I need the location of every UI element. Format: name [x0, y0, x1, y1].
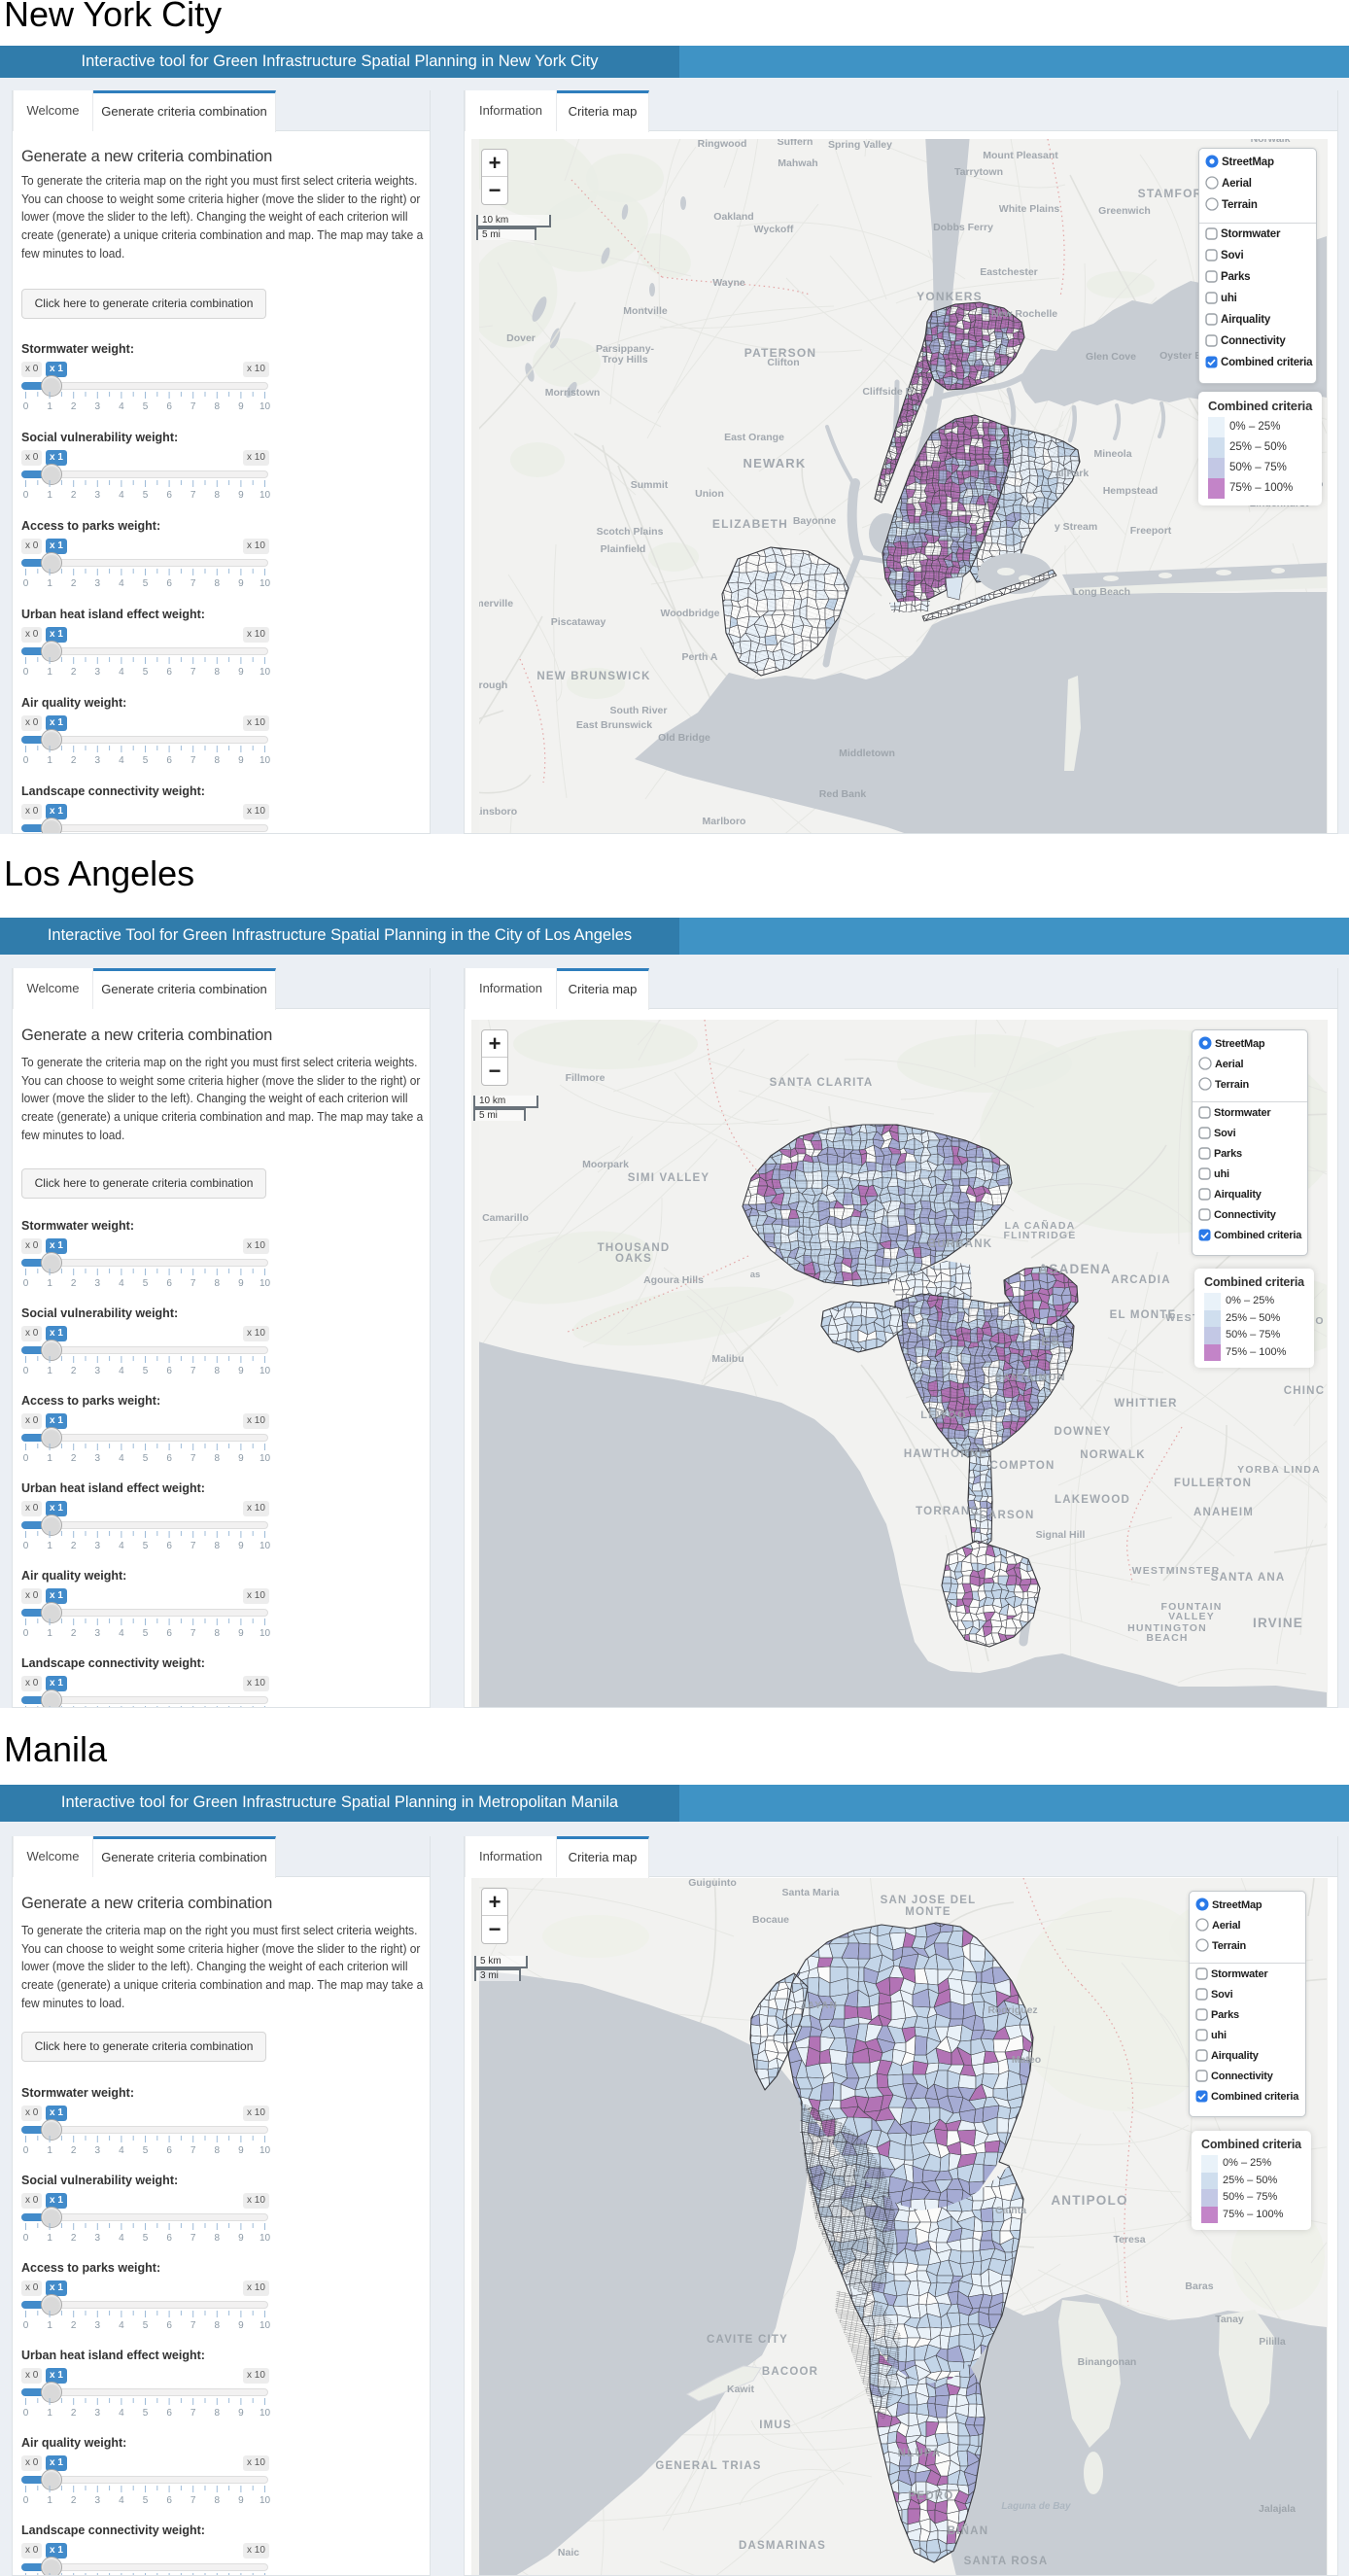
svg-text:PATERSON: PATERSON [744, 346, 817, 360]
svg-text:NORWALK: NORWALK [1080, 1449, 1146, 1461]
svg-text:SANTA ANA: SANTA ANA [1211, 1572, 1286, 1584]
svg-text:LAKEWOOD: LAKEWOOD [1055, 1494, 1130, 1506]
svg-text:East Orange: East Orange [724, 432, 784, 443]
svg-text:Woodbridge: Woodbridge [660, 608, 719, 619]
svg-text:Glen Cove: Glen Cove [1086, 351, 1136, 363]
svg-text:Hempstead: Hempstead [1103, 485, 1159, 497]
svg-text:Tarrytown: Tarrytown [954, 166, 1003, 178]
svg-text:Oyster B: Oyster B [1159, 350, 1202, 362]
svg-text:TORRANC: TORRANC [916, 1506, 980, 1517]
svg-text:Signal Hill: Signal Hill [1036, 1529, 1086, 1541]
svg-text:Parsippany-: Parsippany- [596, 343, 655, 355]
svg-text:Wayne: Wayne [712, 277, 745, 289]
svg-text:CARSON: CARSON [979, 1510, 1034, 1521]
svg-text:FULLERTON: FULLERTON [1174, 1478, 1252, 1489]
svg-text:Greenwich: Greenwich [1098, 205, 1151, 217]
svg-text:Clifton: Clifton [767, 357, 799, 368]
svg-text:BURBANK: BURBANK [928, 1238, 993, 1250]
svg-text:Freeport: Freeport [1130, 525, 1172, 537]
svg-text:Morristown: Morristown [545, 387, 601, 399]
svg-text:Norwalk: Norwalk [1251, 139, 1291, 145]
svg-text:WHITTIER: WHITTIER [1114, 1398, 1177, 1410]
svg-text:Old Bridge: Old Bridge [658, 732, 710, 744]
svg-text:Suffern: Suffern [778, 139, 813, 148]
svg-text:Camarillo: Camarillo [482, 1212, 529, 1224]
svg-text:Red Bank: Red Bank [819, 788, 867, 800]
svg-text:Piscataway: Piscataway [551, 616, 606, 628]
svg-text:Malibu: Malibu [711, 1353, 744, 1365]
svg-text:LA CAÑADA: LA CAÑADA [1005, 1219, 1076, 1232]
svg-text:ASADENA: ASADENA [1038, 1262, 1111, 1276]
svg-text:Montville: Montville [623, 305, 668, 317]
svg-text:Moorpark: Moorpark [582, 1159, 629, 1170]
svg-text:WESTMINSTER: WESTMINSTER [1132, 1565, 1221, 1577]
svg-text:Ringwood: Ringwood [698, 139, 747, 150]
svg-text:FOUNTAIN: FOUNTAIN [1160, 1601, 1222, 1613]
svg-text:STAMFORD: STAMFORD [1138, 187, 1213, 200]
svg-text:Marlboro: Marlboro [703, 816, 746, 827]
svg-text:Agoura Hills: Agoura Hills [643, 1274, 704, 1286]
svg-text:VALLEY: VALLEY [1168, 1611, 1215, 1622]
svg-text:YONKERS: YONKERS [917, 290, 983, 303]
svg-text:YORBA LINDA: YORBA LINDA [1237, 1464, 1321, 1476]
svg-text:Long Beach: Long Beach [1072, 586, 1130, 598]
svg-text:Plainfield: Plainfield [601, 543, 646, 555]
svg-text:LEWOO: LEWOO [920, 1410, 967, 1421]
svg-text:ANAHEIM: ANAHEIM [1193, 1507, 1254, 1518]
svg-text:BEACH: BEACH [1146, 1632, 1188, 1644]
svg-text:Middletown: Middletown [839, 748, 895, 759]
svg-text:Mahwah: Mahwah [778, 157, 817, 169]
svg-text:omerville: omerville [479, 598, 513, 609]
svg-text:Fillmore: Fillmore [566, 1072, 605, 1084]
svg-text:SIMI VALLEY: SIMI VALLEY [628, 1172, 710, 1184]
svg-text:Dobbs Ferry: Dobbs Ferry [933, 222, 993, 233]
svg-text:East Brunswick: East Brunswick [576, 719, 652, 731]
svg-text:Bayonne: Bayonne [793, 515, 837, 527]
svg-text:Cliffside P: Cliffside P [862, 386, 912, 398]
svg-text:Union: Union [695, 488, 724, 500]
svg-text:Perth A: Perth A [682, 651, 718, 663]
svg-text:New Rochelle: New Rochelle [991, 308, 1057, 320]
svg-text:DOWNEY: DOWNEY [1055, 1426, 1112, 1438]
svg-text:ARCADIA: ARCADIA [1111, 1274, 1170, 1286]
svg-text:ES: ES [1041, 1334, 1060, 1348]
svg-text:South River: South River [610, 705, 668, 716]
svg-text:EL MONTE: EL MONTE [1110, 1309, 1177, 1321]
svg-text:SANTA CLARITA: SANTA CLARITA [770, 1077, 874, 1089]
svg-text:Troy Hills: Troy Hills [602, 354, 647, 366]
svg-text:IRVINE: IRVINE [1253, 1616, 1303, 1630]
svg-text:THOUSAND: THOUSAND [598, 1242, 671, 1254]
svg-text:NEW BRUNSWICK: NEW BRUNSWICK [536, 671, 650, 682]
svg-text:Plainsboro: Plainsboro [479, 806, 517, 818]
svg-text:y Stream: y Stream [1055, 521, 1097, 533]
svg-text:SANTA MON: SANTA MON [994, 1372, 1065, 1383]
svg-text:White Plains: White Plains [999, 203, 1060, 215]
svg-text:FLINTRIDGE: FLINTRIDGE [1004, 1230, 1077, 1241]
svg-text:Mount Pleasant: Mount Pleasant [983, 150, 1058, 161]
svg-text:Spring Valley: Spring Valley [828, 139, 892, 151]
svg-text:HAWTHORNE: HAWTHORNE [904, 1448, 987, 1460]
svg-text:Wyckoff: Wyckoff [754, 224, 794, 235]
svg-text:Eastchester: Eastchester [980, 266, 1038, 278]
svg-text:Scotch Plains: Scotch Plains [597, 526, 664, 538]
svg-text:NEWARK: NEWARK [744, 456, 807, 470]
svg-text:Dover: Dover [506, 332, 536, 344]
svg-text:Mineola: Mineola [1093, 448, 1131, 460]
svg-text:ELIZABETH: ELIZABETH [712, 517, 788, 531]
svg-text:Oakland: Oakland [713, 211, 753, 223]
svg-text:CHINC: CHINC [1284, 1385, 1325, 1397]
svg-text:as: as [750, 1270, 761, 1280]
svg-text:COMPTON: COMPTON [990, 1460, 1055, 1472]
svg-text:HUNTINGTON: HUNTINGTON [1127, 1622, 1207, 1634]
svg-text:borough: borough [479, 679, 507, 691]
svg-text:OAKS: OAKS [615, 1253, 652, 1265]
svg-text:Summit: Summit [631, 479, 669, 491]
svg-text:al Park: al Park [1055, 468, 1090, 479]
